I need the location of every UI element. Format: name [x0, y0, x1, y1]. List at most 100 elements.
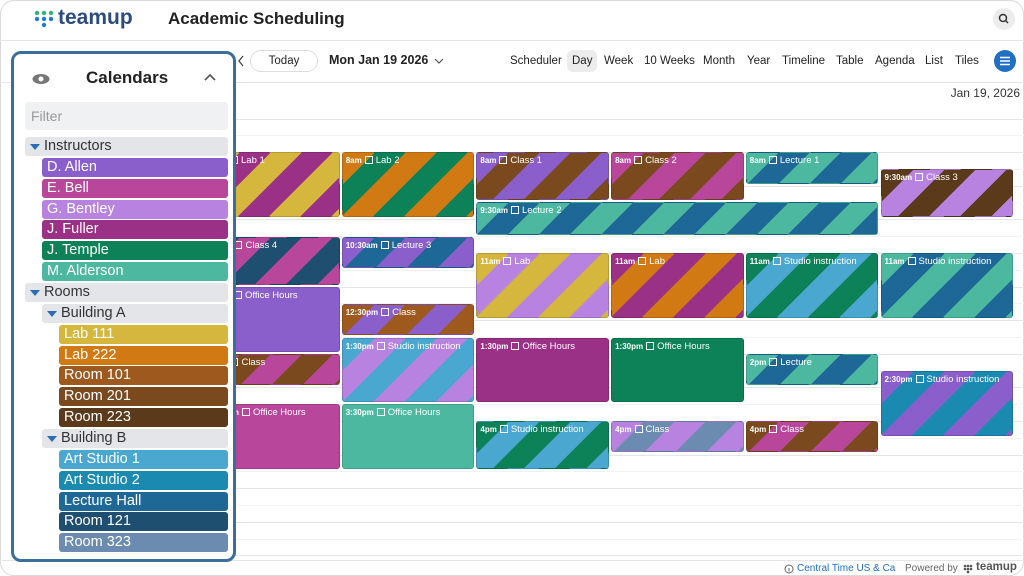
event[interactable]: 8am Lecture 1 [745, 152, 879, 184]
view-button[interactable]: 10 Weeks [644, 55, 695, 67]
footer-brand: teamup [976, 561, 1017, 573]
view-button[interactable]: Timeline [782, 55, 826, 67]
event-time: 1:30pm [615, 342, 644, 351]
view-button[interactable]: Agenda [875, 55, 915, 67]
event[interactable]: 4pm Class [611, 421, 744, 452]
view-button[interactable]: Scheduler [510, 55, 562, 67]
event-time: 4pm [615, 425, 632, 434]
view-button[interactable]: Week [604, 55, 634, 67]
calendar-item[interactable]: Lab 111 [59, 324, 228, 344]
expand-toggle[interactable] [46, 434, 58, 444]
event-time: 11am [615, 257, 636, 266]
event-time: 2:30pm [884, 375, 913, 384]
date-dropdown[interactable] [434, 57, 444, 65]
calendar-item[interactable]: Room 101 [59, 366, 228, 386]
filter-input[interactable]: Filter [25, 102, 228, 130]
event[interactable]: 8am Class 1 [476, 152, 610, 200]
calendar-item[interactable]: Art Studio 2 [59, 470, 228, 490]
event[interactable]: 8am Lab 2 [341, 152, 475, 217]
view-button[interactable]: Tiles [955, 55, 979, 67]
calendar-name: E. Bell [47, 179, 89, 196]
expand-toggle[interactable] [46, 309, 58, 319]
divider [0, 560, 1024, 561]
view-button[interactable]: Day [567, 50, 598, 72]
today-button[interactable]: Today [250, 50, 318, 72]
calendar-item[interactable]: J. Temple [42, 241, 228, 261]
event-title: Class 2 [645, 155, 677, 166]
expand-toggle[interactable] [29, 288, 41, 298]
calendar-item[interactable]: Room 223 [59, 408, 228, 428]
collapse-button[interactable] [203, 72, 217, 82]
calendar-item[interactable]: Room 323 [59, 533, 228, 553]
group-header[interactable]: Building B [42, 428, 228, 448]
expand-toggle[interactable] [29, 142, 41, 152]
view-button[interactable]: Year [747, 55, 771, 67]
event-icon [376, 342, 385, 351]
timezone[interactable]: Central Time US & Ca [797, 563, 896, 574]
calendar-name: J. Fuller [47, 221, 99, 238]
event[interactable]: 9:30am Lecture 2 [476, 202, 879, 235]
grid-line [207, 471, 1024, 473]
calendar-item[interactable]: G. Bentley [42, 199, 228, 219]
calendar-item[interactable]: M. Alderson [42, 262, 228, 282]
view-button[interactable]: List [925, 55, 943, 67]
event[interactable]: 11am Studio instruction [880, 253, 1014, 318]
calendar-name: Lab 222 [64, 346, 117, 363]
powered-by: Powered by [905, 563, 958, 574]
event[interactable]: 1:30pm Office Hours [611, 338, 744, 402]
current-date[interactable]: Mon Jan 19 2026 [329, 53, 429, 67]
event-time: 8am [480, 156, 497, 165]
event[interactable]: 1:30pm Office Hours [476, 338, 610, 402]
event-title: Studio instruction [783, 256, 857, 267]
calendar-item[interactable]: Room 121 [59, 512, 228, 532]
calendar-item[interactable]: Lab 222 [59, 345, 228, 365]
event[interactable]: 4pm Studio instruction [476, 421, 610, 469]
event-icon [915, 173, 924, 182]
group-header[interactable]: Building A [42, 303, 228, 323]
calendar-name: Lab 111 [64, 325, 115, 342]
calendar-item[interactable]: D. Allen [42, 157, 228, 177]
event-icon [503, 257, 512, 266]
event[interactable]: 10:30am Lecture 3 [341, 237, 475, 268]
event[interactable]: 2:30pm Studio instruction [880, 371, 1014, 436]
event-icon [634, 425, 643, 434]
group-name: Building A [61, 304, 126, 321]
sidebar: Calendars Filter Instructors D. Allen E. B… [11, 51, 236, 562]
event-time: 9:30am [480, 206, 508, 215]
event[interactable]: 3:30pm Office Hours [341, 404, 475, 469]
event[interactable]: 8am Class 2 [611, 152, 744, 200]
event[interactable]: 1:30pm Studio instruction [341, 338, 475, 402]
menu-button[interactable] [994, 50, 1016, 72]
event[interactable]: 11am Lab [611, 253, 744, 318]
view-button[interactable]: Month [703, 55, 735, 67]
calendar-item[interactable]: Lecture Hall [59, 491, 228, 511]
visibility-icon[interactable] [31, 72, 51, 86]
event[interactable]: 11am Lab [476, 253, 610, 318]
event-time: 3:30pm [345, 408, 374, 417]
event-title: Lecture [780, 357, 812, 368]
event[interactable]: 9:30am Class 3 [880, 169, 1014, 217]
calendar-item[interactable]: Art Studio 1 [59, 449, 228, 469]
event[interactable]: 12:30pm Class [341, 304, 475, 335]
calendar-item[interactable]: Room 201 [59, 387, 228, 407]
prev-button[interactable] [236, 54, 246, 68]
view-button[interactable]: Table [836, 55, 864, 67]
grid-line [207, 521, 1024, 523]
event[interactable]: 11am Studio instruction [745, 253, 879, 318]
grid-line [207, 454, 1024, 456]
calendar-name: Lecture Hall [64, 492, 142, 509]
event-icon [638, 257, 647, 266]
event-title: Lecture 3 [391, 240, 432, 251]
event[interactable]: 2pm Lecture [745, 354, 879, 385]
event-time: 11am [749, 257, 770, 266]
event[interactable]: 4pm Class [745, 421, 879, 452]
event-icon [381, 308, 390, 317]
date-label: Jan 19, 2026 [950, 86, 1020, 100]
group-header[interactable]: Rooms [25, 282, 228, 302]
calendar-item[interactable]: J. Fuller [42, 220, 228, 240]
group-name: Building B [61, 429, 127, 446]
search-button[interactable] [993, 8, 1015, 30]
calendar-item[interactable]: E. Bell [42, 178, 228, 198]
event-time: 2pm [749, 358, 767, 367]
group-header[interactable]: Instructors [25, 137, 228, 156]
